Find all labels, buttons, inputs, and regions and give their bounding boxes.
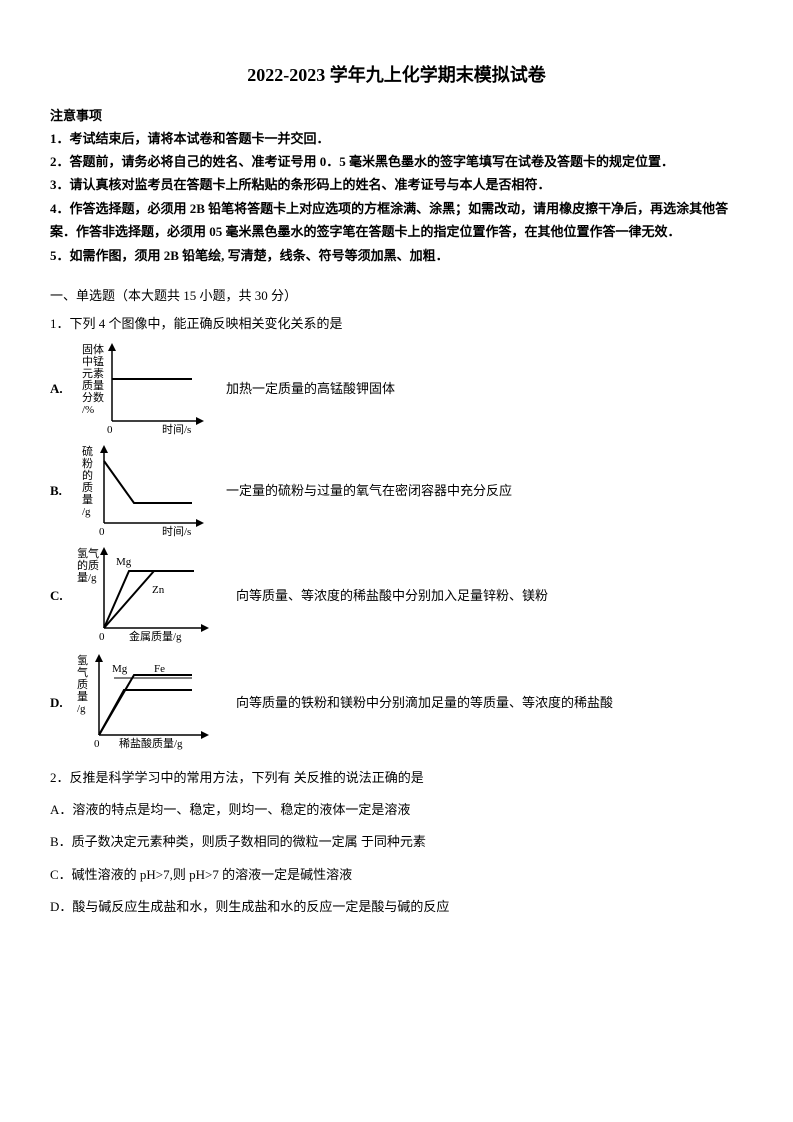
svg-text:氢: 氢 [77,653,88,667]
svg-text:固体: 固体 [82,342,104,356]
option-label-c: C. [50,585,74,607]
q2-stem: 2．反推是科学学习中的常用方法，下列有 关反推的说法正确的是 [50,767,743,789]
option-label-b: B. [50,480,74,502]
svg-text:质: 质 [77,678,88,691]
svg-text:质量: 质量 [82,379,104,392]
q2-option-b: B．质子数决定元素种类，则质子数相同的微粒一定属 于同种元素 [50,831,743,853]
instruction-4: 4．作答选择题，必须用 2B 铅笔将答题卡上对应选项的方框涂满、涂黑；如需改动，… [50,197,743,244]
option-label-d: D. [50,692,74,714]
svg-text:量: 量 [82,493,93,506]
q1-option-c: C. 氢气 的质 量/g 0 金属质量/g Mg Zn 向等质量、等浓度的稀盐酸… [50,543,743,648]
svg-text:/%: /% [82,404,94,416]
section1-title: 一、单选题（本大题共 15 小题，共 30 分） [50,285,743,307]
option-c-desc: 向等质量、等浓度的稀盐酸中分别加入足量锌粉、镁粉 [236,585,548,607]
svg-text:Fe: Fe [154,663,165,675]
chart-d: 氢 气 质 量 /g 0 稀盐酸质量/g Mg Fe [74,650,224,755]
q1-stem: 1．下列 4 个图像中，能正确反映相关变化关系的是 [50,313,743,335]
svg-text:Mg: Mg [112,663,128,675]
notice-header: 注意事项 [50,105,743,127]
svg-text:氢气: 氢气 [77,546,99,560]
svg-text:时间/s: 时间/s [162,423,191,436]
option-a-desc: 加热一定质量的高锰酸钾固体 [226,378,395,400]
svg-text:硫: 硫 [82,444,93,458]
q2-option-c: C．碱性溶液的 pH>7,则 pH>7 的溶液一定是碱性溶液 [50,864,743,886]
q2-options: A．溶液的特点是均一、稳定，则均一、稳定的液体一定是溶液 B．质子数决定元素种类… [50,799,743,917]
svg-text:的质: 的质 [77,558,99,572]
instruction-1: 1．考试结束后，请将本试卷和答题卡一并交回． [50,127,743,150]
instruction-3: 3．请认真核对监考员在答题卡上所粘贴的条形码上的姓名、准考证号与本人是否相符． [50,173,743,196]
q1-option-a: A. 固体 中锰 元素 质量 分数 /% 0 时间/s 加热一定质量的高锰酸钾固… [50,339,743,439]
svg-text:0: 0 [107,424,113,436]
chart-c: 氢气 的质 量/g 0 金属质量/g Mg Zn [74,543,224,648]
option-b-desc: 一定量的硫粉与过量的氧气在密闭容器中充分反应 [226,480,512,502]
svg-text:质: 质 [82,481,93,494]
svg-text:量: 量 [77,690,88,703]
svg-text:粉: 粉 [82,457,93,470]
page-title: 2022-2023 学年九上化学期末模拟试卷 [50,60,743,91]
svg-text:气: 气 [77,665,88,679]
q1-option-b: B. 硫 粉 的 质 量 /g 0 时间/s 一定量的硫粉与过量的氧气在密闭容器… [50,441,743,541]
svg-text:时间/s: 时间/s [162,525,191,538]
q2-option-d: D．酸与碱反应生成盐和水，则生成盐和水的反应一定是酸与碱的反应 [50,896,743,918]
svg-text:0: 0 [99,631,105,643]
svg-text:0: 0 [94,738,100,750]
chart-a: 固体 中锰 元素 质量 分数 /% 0 时间/s [74,339,214,439]
svg-text:元素: 元素 [82,367,104,380]
option-d-desc: 向等质量的铁粉和镁粉中分别滴加足量的等质量、等浓度的稀盐酸 [236,692,613,714]
instruction-5: 5．如需作图，须用 2B 铅笔绘, 写清楚，线条、符号等须加黑、加粗． [50,244,743,267]
instruction-2: 2．答题前，请务必将自己的姓名、准考证号用 0．5 毫米黑色墨水的签字笔填写在试… [50,150,743,173]
svg-text:/g: /g [77,703,86,715]
svg-text:Mg: Mg [116,556,132,568]
svg-text:稀盐酸质量/g: 稀盐酸质量/g [119,736,183,750]
svg-text:分数: 分数 [82,391,104,404]
svg-text:中锰: 中锰 [82,354,104,368]
svg-text:量/g: 量/g [77,571,97,584]
svg-text:Zn: Zn [152,584,165,596]
svg-text:/g: /g [82,506,91,518]
svg-text:0: 0 [99,526,105,538]
option-label-a: A. [50,378,74,400]
svg-text:的: 的 [82,468,93,482]
q1-option-d: D. 氢 气 质 量 /g 0 稀盐酸质量/g Mg Fe 向等质量的铁粉和镁粉… [50,650,743,755]
chart-b: 硫 粉 的 质 量 /g 0 时间/s [74,441,214,541]
q2-option-a: A．溶液的特点是均一、稳定，则均一、稳定的液体一定是溶液 [50,799,743,821]
svg-text:金属质量/g: 金属质量/g [129,629,182,643]
